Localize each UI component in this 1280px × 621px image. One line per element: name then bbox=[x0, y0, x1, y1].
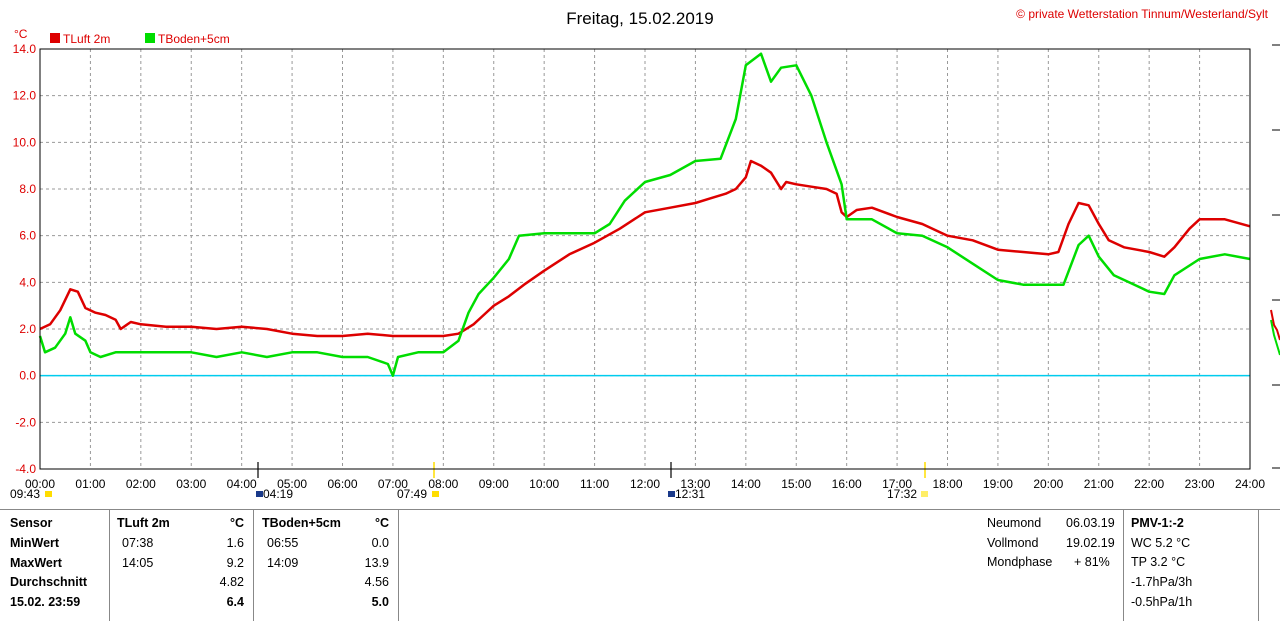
x-tick-label: 12:00 bbox=[630, 477, 660, 491]
x-tick-label: 02:00 bbox=[126, 477, 156, 491]
sun-moon-times: 09:43 04:19 07:49 12:31 17:32 bbox=[10, 462, 928, 501]
moon-value-1: 19.02.19 bbox=[1066, 536, 1115, 550]
x-tick-labels: 00:00 01:00 02:00 03:00 04:00 05:00 06:00 07:00… bbox=[25, 477, 1265, 491]
moon-value-0: 06.03.19 bbox=[1066, 516, 1115, 530]
sun-moon-marker bbox=[45, 491, 52, 497]
windchill-value: WC 5.2 °C bbox=[1131, 536, 1191, 550]
sun-moon-marker bbox=[921, 491, 928, 497]
row-time-tluft: 14:05 bbox=[122, 555, 154, 570]
x-tick-label: 16:00 bbox=[832, 477, 862, 491]
row-value-tboden: 13.9 bbox=[364, 555, 389, 570]
series-line-tluft bbox=[39, 159, 1251, 338]
sun-moon-time-label: 04:19 bbox=[263, 487, 293, 501]
row-time-tboden: 14:09 bbox=[267, 555, 299, 570]
x-tick-label: 07:00 bbox=[378, 477, 408, 491]
legend-swatch-tluft bbox=[50, 33, 60, 43]
series-line-tboden bbox=[38, 52, 1251, 377]
y-tick-label: 12.0 bbox=[13, 89, 37, 103]
stats-table: Sensor TLuft 2m °C TBoden+5cm °C MinWert… bbox=[0, 509, 1280, 621]
header-tluft-unit: °C bbox=[229, 516, 244, 530]
sun-moon-marker bbox=[432, 491, 439, 497]
dewpoint-value: TP 3.2 °C bbox=[1131, 555, 1186, 569]
row-value-tboden: 0.0 bbox=[371, 536, 389, 550]
x-tick-label: 20:00 bbox=[1033, 477, 1063, 491]
row-value-tluft: 9.2 bbox=[226, 555, 244, 570]
row-time-tboden: 06:55 bbox=[267, 536, 299, 550]
x-tick-label: 04:00 bbox=[227, 477, 257, 491]
x-tick-label: 06:00 bbox=[327, 477, 357, 491]
x-tick-label: 08:00 bbox=[428, 477, 458, 491]
x-tick-label: 00:00 bbox=[25, 477, 55, 491]
y-tick-label: 10.0 bbox=[13, 135, 37, 149]
x-tick-label: 19:00 bbox=[983, 477, 1013, 491]
row-label: 15.02. 23:59 bbox=[10, 594, 81, 609]
pressure-trend-3h: -1.7hPa/3h bbox=[1131, 575, 1193, 589]
sun-moon-marker bbox=[256, 491, 263, 497]
legend-label-tboden: TBoden+5cm bbox=[158, 32, 230, 46]
x-tick-label: 17:00 bbox=[882, 477, 912, 491]
row-label: Durchschnitt bbox=[10, 575, 88, 589]
copyright-text: © private Wetterstation Tinnum/Westerlan… bbox=[1016, 7, 1269, 21]
moon-label-2: Mondphase bbox=[987, 555, 1053, 569]
x-tick-label: 18:00 bbox=[932, 477, 962, 491]
x-tick-label: 21:00 bbox=[1084, 477, 1114, 491]
legend-swatch-tboden bbox=[145, 33, 155, 43]
plot-frame bbox=[39, 48, 1251, 470]
moon-label-0: Neumond bbox=[987, 516, 1042, 530]
x-tick-label: 05:00 bbox=[277, 477, 307, 491]
moon-value-2: + 81% bbox=[1074, 555, 1110, 569]
y-tick-label: -2.0 bbox=[15, 415, 36, 429]
header-sensor: Sensor bbox=[10, 516, 53, 530]
x-tick-label: 01:00 bbox=[75, 477, 105, 491]
x-tick-label: 22:00 bbox=[1134, 477, 1164, 491]
row-label: MinWert bbox=[10, 536, 60, 550]
y-tick-labels: -4.0 -2.0 0.0 2.0 4.0 6.0 8.0 10.0 12.0 14.0 bbox=[13, 42, 37, 476]
row-time-tluft: 07:38 bbox=[122, 536, 154, 550]
x-tick-label: 10:00 bbox=[529, 477, 559, 491]
header-tboden-unit: °C bbox=[374, 516, 389, 530]
temperature-chart: Freitag, 15.02.2019 © private Wetterstat… bbox=[10, 7, 1280, 501]
y-tick-label: 14.0 bbox=[13, 42, 37, 56]
row-value-tboden: 4.56 bbox=[364, 575, 389, 589]
row-value-tluft: 4.82 bbox=[219, 575, 244, 589]
y-tick-label: 6.0 bbox=[19, 229, 36, 243]
x-tick-label: 15:00 bbox=[781, 477, 811, 491]
legend-label-tluft: TLuft 2m bbox=[63, 32, 110, 46]
chart-title: Freitag, 15.02.2019 bbox=[566, 9, 713, 28]
y-tick-label: -4.0 bbox=[15, 462, 36, 476]
right-edge-ticks bbox=[1270, 44, 1280, 469]
sun-moon-time-label: 17:32 bbox=[887, 487, 917, 501]
moon-label-1: Vollmond bbox=[987, 536, 1039, 550]
row-value-tluft: 6.4 bbox=[226, 594, 244, 609]
sun-moon-time-label: 09:43 bbox=[10, 487, 40, 501]
x-tick-label: 11:00 bbox=[580, 477, 609, 491]
row-label: MaxWert bbox=[10, 555, 62, 570]
pressure-trend-1h: -0.5hPa/1h bbox=[1131, 595, 1193, 609]
sun-moon-marker bbox=[668, 491, 675, 497]
grid bbox=[40, 49, 1250, 469]
x-tick-label: 03:00 bbox=[176, 477, 206, 491]
x-tick-label: 13:00 bbox=[680, 477, 710, 491]
sun-moon-time-label: 12:31 bbox=[675, 487, 705, 501]
y-tick-label: 4.0 bbox=[19, 275, 36, 289]
header-tboden: TBoden+5cm bbox=[262, 516, 341, 530]
row-value-tluft: 1.6 bbox=[226, 536, 244, 550]
y-tick-label: 8.0 bbox=[19, 182, 36, 196]
y-tick-label: 2.0 bbox=[19, 322, 36, 336]
pmv-value: PMV-1:-2 bbox=[1131, 516, 1184, 530]
y-tick-label: 0.0 bbox=[19, 369, 36, 383]
x-tick-label: 24:00 bbox=[1235, 477, 1265, 491]
header-tluft: TLuft 2m bbox=[117, 516, 170, 530]
x-tick-label: 14:00 bbox=[731, 477, 761, 491]
x-tick-label: 23:00 bbox=[1185, 477, 1215, 491]
y-axis-unit: °C bbox=[14, 27, 28, 41]
sun-moon-time-label: 07:49 bbox=[397, 487, 427, 501]
x-tick-label: 09:00 bbox=[479, 477, 509, 491]
row-value-tboden: 5.0 bbox=[371, 594, 389, 609]
